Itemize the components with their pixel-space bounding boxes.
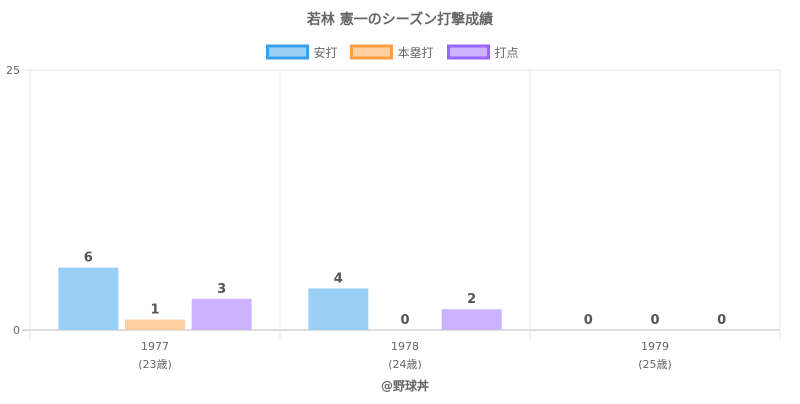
legend-label: 本塁打 [398,46,434,60]
x-tick-sublabel: (25歳) [638,358,672,371]
bar [58,267,119,330]
data-label: 2 [467,292,476,307]
x-tick-label: 1979 [641,340,669,353]
legend-label: 打点 [495,46,519,60]
x-tick-sublabel: (23歳) [138,358,172,371]
bar [191,298,252,330]
y-tick-label: 0 [13,324,20,337]
legend: 安打 本塁打 打点 [266,44,519,60]
data-label: 1 [150,303,159,318]
bar [308,288,369,330]
data-label: 3 [217,282,226,297]
axes: 0 25 1977 (23歳) 1978 (24歳) 1979 (25歳) [6,64,672,371]
footer-credit: @野球丼 [381,378,429,393]
x-tick-label: 1978 [391,340,419,353]
y-tick-label: 25 [6,64,20,77]
bar [125,319,185,330]
bars [58,267,502,330]
x-tick-sublabel: (24歳) [388,358,422,371]
data-labels: 6 1 3 4 0 2 0 0 0 [84,251,726,328]
bar [441,309,502,330]
data-label: 0 [650,313,659,328]
data-label: 0 [400,313,409,328]
chart-title: 若林 憲一のシーズン打撃成績 [306,11,493,28]
legend-label: 安打 [314,45,338,60]
data-label: 4 [334,271,343,286]
legend-swatch [350,44,393,60]
legend-swatch [266,44,309,60]
data-label: 6 [84,251,93,266]
data-label: 0 [584,313,593,328]
grid [22,69,781,340]
x-tick-label: 1977 [141,340,169,353]
data-label: 0 [717,313,726,328]
legend-swatch [447,44,490,60]
